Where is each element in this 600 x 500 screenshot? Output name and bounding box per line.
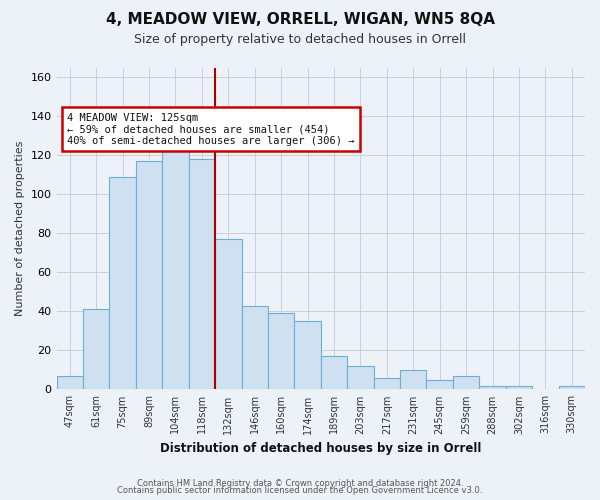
Bar xyxy=(506,386,532,390)
Y-axis label: Number of detached properties: Number of detached properties xyxy=(15,141,25,316)
Bar xyxy=(374,378,400,390)
Bar xyxy=(242,306,268,390)
Bar xyxy=(559,386,585,390)
X-axis label: Distribution of detached houses by size in Orrell: Distribution of detached houses by size … xyxy=(160,442,481,455)
Bar xyxy=(162,142,188,390)
Bar xyxy=(83,310,109,390)
Text: 4, MEADOW VIEW, ORRELL, WIGAN, WN5 8QA: 4, MEADOW VIEW, ORRELL, WIGAN, WN5 8QA xyxy=(106,12,494,28)
Bar xyxy=(400,370,427,390)
Bar xyxy=(453,376,479,390)
Text: Contains public sector information licensed under the Open Government Licence v3: Contains public sector information licen… xyxy=(118,486,482,495)
Text: Contains HM Land Registry data © Crown copyright and database right 2024.: Contains HM Land Registry data © Crown c… xyxy=(137,478,463,488)
Bar xyxy=(427,380,453,390)
Bar xyxy=(56,376,83,390)
Bar xyxy=(188,159,215,390)
Text: Size of property relative to detached houses in Orrell: Size of property relative to detached ho… xyxy=(134,32,466,46)
Bar xyxy=(109,177,136,390)
Bar xyxy=(268,314,295,390)
Bar xyxy=(215,239,242,390)
Bar xyxy=(347,366,374,390)
Bar xyxy=(321,356,347,390)
Bar xyxy=(295,321,321,390)
Bar xyxy=(136,161,162,390)
Text: 4 MEADOW VIEW: 125sqm
← 59% of detached houses are smaller (454)
40% of semi-det: 4 MEADOW VIEW: 125sqm ← 59% of detached … xyxy=(67,112,355,146)
Bar xyxy=(479,386,506,390)
